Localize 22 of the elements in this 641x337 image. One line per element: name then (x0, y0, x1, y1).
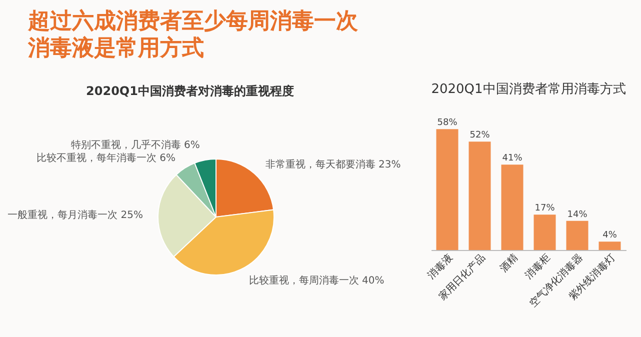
data-label: 14% (567, 210, 588, 220)
slice-label: 特别不重视，几乎不消毒 6% (70, 138, 200, 151)
bar (501, 164, 524, 250)
text: 超过六成消费者至少每周消毒一次 (28, 8, 358, 35)
slice-label: 比较不重视，每年消毒一次 6% (36, 152, 176, 164)
bar (598, 242, 621, 250)
x-tick-label: 酒精 (497, 252, 520, 274)
text: 消毒液是常用方式 (28, 35, 205, 62)
data-label: 58% (437, 118, 458, 128)
data-label: 41% (502, 154, 523, 164)
bar (566, 220, 588, 250)
bar (436, 129, 458, 250)
slice-label: 比较重视，每周消毒一次 40% (248, 274, 384, 286)
slice-label: 一般重视，每月消毒一次 25% (8, 208, 144, 221)
chart-title: 2020Q1中国消费者常用消毒方式 (431, 81, 626, 98)
slice-label: 非常重视，每天都要消毒 23% (265, 158, 401, 170)
data-label: 52% (470, 130, 490, 141)
bar (468, 142, 491, 250)
data-label: 17% (534, 204, 556, 214)
chart-title: 2020Q1中国消费者对消毒的重视程度 (86, 84, 294, 98)
data-label: 4% (602, 230, 618, 241)
bar (534, 214, 556, 250)
